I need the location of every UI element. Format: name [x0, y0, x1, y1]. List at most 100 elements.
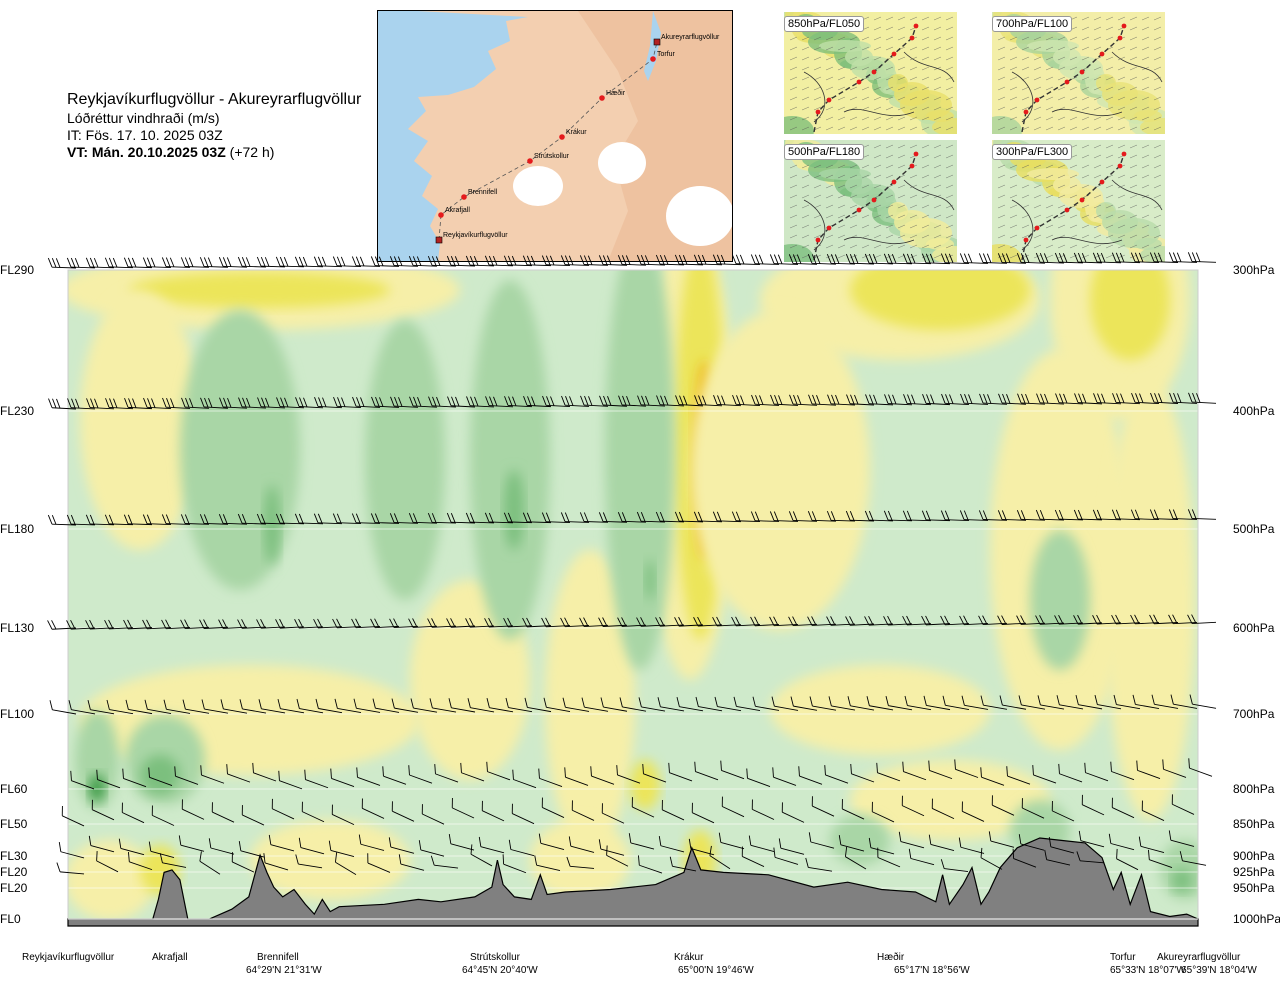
wind-barb — [332, 513, 362, 525]
wind-barb — [750, 511, 780, 522]
inset-700[interactable]: 700hPa/FL100 — [992, 12, 1165, 134]
waypoint-labels: Reykjavíkurflugvöllur Akrafjall Brennifell… — [22, 951, 1257, 976]
inset-300[interactable]: 300hPa/FL300 — [992, 140, 1165, 262]
wind-barb — [276, 397, 305, 409]
inset-barb — [885, 116, 894, 121]
inset-waypoint-marker — [1117, 35, 1123, 41]
map-point-label: Torfur — [657, 51, 676, 58]
inset-barb — [1069, 86, 1078, 91]
inset-barb — [813, 164, 822, 169]
inset-barb — [1033, 56, 1042, 61]
inset-barb — [837, 234, 846, 239]
inset-barb — [921, 224, 930, 229]
inset-barb — [1069, 96, 1078, 101]
wind-barb — [504, 396, 533, 408]
wind-barb — [1036, 393, 1065, 405]
inset-barb — [873, 116, 882, 121]
inset-barb — [789, 214, 798, 219]
inset-barb — [1081, 86, 1090, 91]
inset-barb — [945, 86, 954, 91]
wind-barb — [846, 394, 875, 406]
inset-barb — [1093, 36, 1102, 41]
inset-barb — [801, 76, 810, 81]
inset-barb — [1057, 66, 1066, 71]
inset-barb — [1117, 76, 1126, 81]
wind-barb — [770, 394, 799, 406]
inset-barb — [1093, 76, 1102, 81]
inset-barb — [849, 116, 858, 121]
inset-barb — [861, 174, 870, 179]
inset-barb — [1093, 164, 1102, 169]
inset-barb — [849, 36, 858, 41]
inset-barb — [933, 96, 942, 101]
inset-barb — [1069, 126, 1078, 131]
wind-barb — [123, 257, 153, 269]
wind-barb — [922, 394, 951, 406]
inset-barb — [1129, 224, 1138, 229]
inset-barb — [1069, 174, 1078, 179]
inset-barb — [885, 244, 894, 249]
inset-barb — [873, 96, 882, 101]
inset-barb — [849, 76, 858, 81]
wind-barb — [579, 255, 609, 266]
wind-barb — [447, 396, 476, 408]
inset-barb — [1081, 106, 1090, 111]
inset-barb — [1045, 184, 1054, 189]
wind-barb — [617, 512, 647, 523]
inset-barb — [897, 214, 906, 219]
wind-barb — [47, 257, 77, 269]
wind-barb — [219, 397, 248, 409]
waypoint-coord: 65°33'N 18°07'W — [1110, 965, 1186, 976]
inset-barb — [1129, 76, 1138, 81]
inset-barb — [921, 194, 930, 199]
wind-barb — [751, 394, 780, 406]
wind-barb — [599, 395, 628, 407]
inset-barb — [1093, 66, 1102, 71]
wind-barb — [1054, 252, 1084, 264]
inset-barb — [1057, 96, 1066, 101]
wind-barb — [1149, 252, 1179, 263]
pressure-level-label: 700hPa — [1233, 707, 1275, 721]
inset-barb — [849, 184, 858, 189]
inset-barb — [1105, 234, 1114, 239]
wind-barb — [123, 514, 153, 526]
inset-barb — [921, 66, 930, 71]
inset-barb — [801, 66, 810, 71]
inset-barb — [997, 184, 1006, 189]
inset-barb — [1129, 86, 1138, 91]
route-map[interactable]: Reykjavíkurflugvöllur Akrafjall Brennifell… — [377, 10, 733, 262]
inset-barb — [837, 46, 846, 51]
inset-barb — [945, 144, 954, 149]
waypoint-name: Torfur — [1110, 952, 1136, 963]
inset-barb — [1129, 96, 1138, 101]
inset-barb — [825, 36, 834, 41]
inset-barb — [837, 214, 846, 219]
map-point-label: Krákur — [566, 129, 587, 136]
inset-barb — [1033, 174, 1042, 179]
inset-barb — [801, 56, 810, 61]
inset-barb — [1141, 26, 1150, 31]
inset-barb — [921, 126, 930, 131]
wind-barb — [161, 257, 191, 268]
inset-500[interactable]: 500hPa/FL180 — [784, 140, 957, 262]
inset-barb — [837, 164, 846, 169]
inset-barb — [1129, 184, 1138, 189]
inset-barb — [1117, 46, 1126, 51]
inset-barb — [837, 204, 846, 209]
inset-barb — [997, 76, 1006, 81]
inset-barb — [1021, 234, 1030, 239]
inset-barb — [1105, 56, 1114, 61]
inset-barb — [1081, 214, 1090, 219]
inset-barb — [873, 174, 882, 179]
inset-barb — [933, 36, 942, 41]
inset-barb — [1153, 116, 1162, 121]
inset-barb — [1081, 224, 1090, 229]
inset-barb — [885, 204, 894, 209]
inset-barb — [1057, 224, 1066, 229]
inset-barb — [885, 26, 894, 31]
inset-cell — [819, 168, 871, 180]
inset-barb — [801, 244, 810, 249]
inset-barb — [997, 224, 1006, 229]
inset-850[interactable]: 850hPa/FL050 — [784, 12, 957, 134]
